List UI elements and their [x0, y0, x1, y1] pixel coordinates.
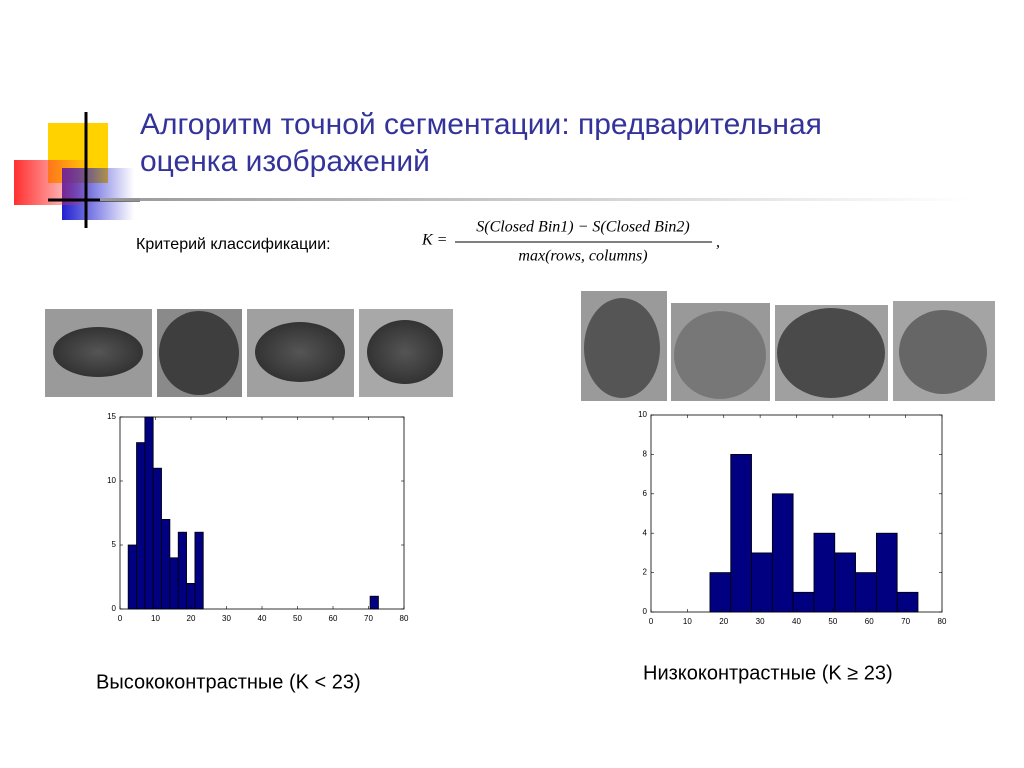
bar — [127, 544, 137, 610]
bar — [369, 595, 379, 610]
bar — [855, 572, 877, 613]
x-tick-label: 10 — [683, 617, 692, 626]
title-rule — [100, 198, 970, 201]
formula-denominator: max(rows, columns) — [518, 248, 647, 265]
y-tick-label: 6 — [643, 489, 648, 498]
y-tick-label: 5 — [112, 540, 117, 549]
cell-images — [45, 291, 995, 401]
x-tick-label: 20 — [719, 617, 728, 626]
y-tick-label: 10 — [638, 410, 647, 419]
title-line: Алгоритм точной сегментации: предварител… — [140, 108, 822, 141]
bar — [152, 467, 162, 610]
y-tick-label: 10 — [107, 476, 116, 485]
bar — [896, 591, 919, 613]
x-tick-label: 60 — [865, 617, 874, 626]
title-line: оценка изображений — [140, 145, 430, 178]
x-tick-label: 50 — [293, 614, 302, 623]
bar — [751, 552, 773, 613]
x-tick-label: 60 — [329, 614, 338, 623]
x-tick-label: 30 — [756, 617, 765, 626]
criterion-label: Критерий классификации: — [136, 236, 331, 253]
logo — [14, 112, 140, 228]
y-tick-label: 2 — [643, 568, 648, 577]
x-tick-label: 70 — [901, 617, 910, 626]
chart-caption: Низкоконтрастные (K ≥ 23) — [643, 662, 893, 684]
formula-lhs: K = — [421, 232, 447, 249]
y-tick-label: 4 — [643, 528, 648, 537]
x-tick-label: 0 — [118, 614, 123, 623]
formula-numerator: S(Closed Bin1) − S(Closed Bin2) — [476, 219, 689, 236]
bar — [834, 552, 856, 613]
x-tick-label: 40 — [258, 614, 267, 623]
plot-frame — [650, 414, 943, 613]
bar — [194, 531, 204, 610]
x-tick-label: 50 — [828, 617, 837, 626]
x-tick-label: 70 — [364, 614, 373, 623]
y-tick-label: 0 — [112, 604, 117, 613]
bar — [136, 442, 146, 610]
x-tick-label: 30 — [222, 614, 231, 623]
bar — [709, 572, 732, 613]
x-tick-label: 80 — [938, 617, 947, 626]
x-tick-label: 0 — [649, 617, 654, 626]
bar — [169, 557, 179, 610]
bar — [186, 583, 196, 610]
y-tick-label: 15 — [107, 412, 116, 421]
bar — [144, 416, 154, 610]
bar — [730, 453, 752, 613]
x-tick-label: 20 — [187, 614, 196, 623]
formula-tail: , — [716, 234, 720, 251]
y-tick-label: 0 — [643, 607, 648, 616]
bar — [771, 493, 794, 613]
bar — [177, 531, 187, 610]
bar — [813, 532, 836, 613]
chart-caption: Высококонтрастные (K < 23) — [96, 671, 361, 693]
x-tick-label: 40 — [792, 617, 801, 626]
x-tick-label: 10 — [151, 614, 160, 623]
bar — [875, 532, 898, 613]
bar — [161, 519, 171, 610]
x-tick-label: 80 — [400, 614, 409, 623]
y-tick-label: 8 — [643, 450, 648, 459]
formula: K = S(Closed Bin1) − S(Closed Bin2) max(… — [421, 219, 720, 265]
